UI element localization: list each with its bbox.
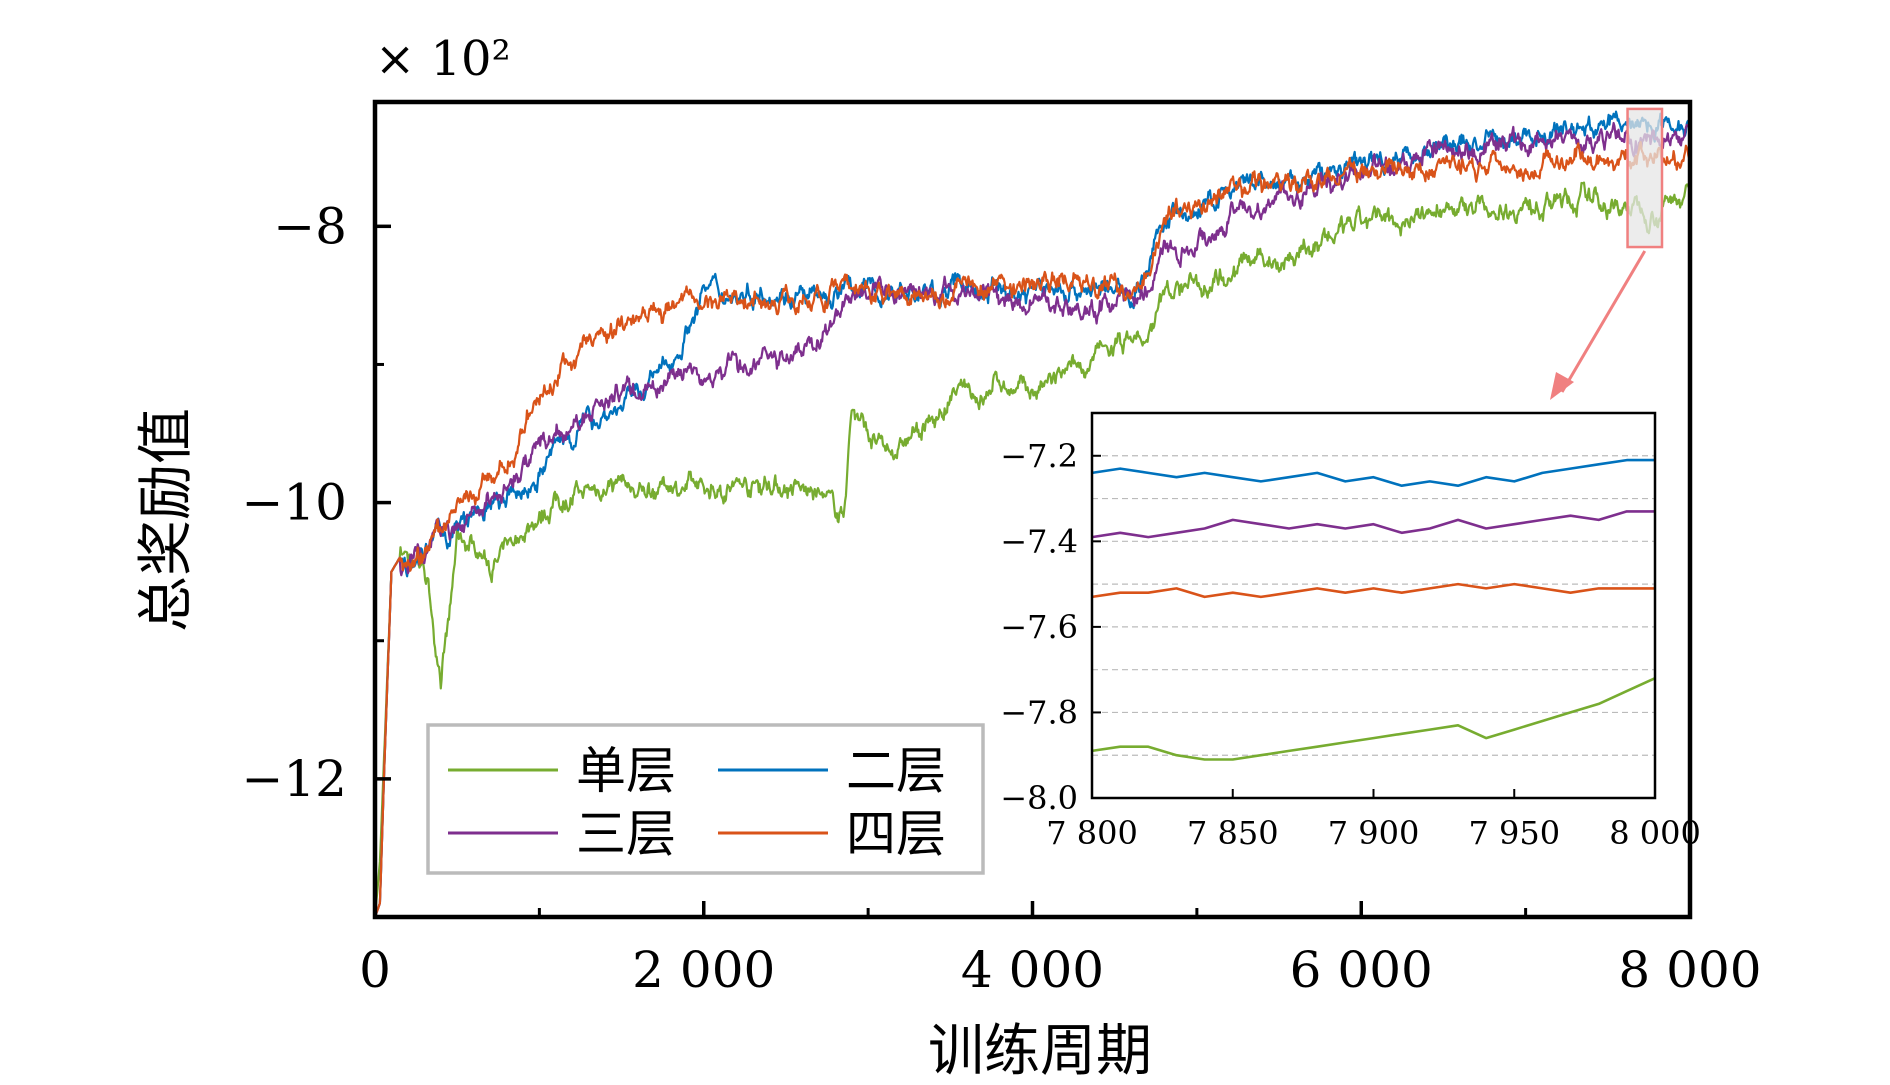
zoom-region-box <box>1626 107 1664 249</box>
x-tick-label: 2 000 <box>632 941 775 999</box>
x-tick-label: 8 000 <box>1618 941 1761 999</box>
y-tick-label: −8.0 <box>1000 779 1078 817</box>
x-tick-label: 8 000 <box>1609 814 1701 852</box>
series-line-3 <box>1091 510 1655 539</box>
x-axis-title: 训练周期 <box>928 1019 1152 1084</box>
y-axis-title: 总奖励值 <box>134 408 199 632</box>
legend-box <box>426 723 985 875</box>
y-tick-label: −7.2 <box>1000 437 1078 475</box>
y-tick-label: −7.8 <box>1000 693 1078 731</box>
series-line-3 <box>373 121 1691 918</box>
main-plot: 0 2 000 4 000 6 000 8 000 −8 −10 −12 <box>241 99 1762 999</box>
x-tick-label: 6 000 <box>1290 941 1433 999</box>
x-tick-label: 7 950 <box>1468 814 1560 852</box>
x-tick-label: 0 <box>359 941 391 999</box>
y-tick-label: −7.4 <box>1000 522 1078 560</box>
zoom-arrow <box>1550 250 1647 400</box>
y-tick-label: −8 <box>273 197 347 255</box>
inset-plot: 7 800 7 850 7 900 7 950 8 000 −7.2 −7.4 −7.6 −7.… <box>1000 411 1701 852</box>
legend-label: 二层 <box>846 742 946 800</box>
series-line-4 <box>1091 582 1655 599</box>
x-tick-label: 7 900 <box>1328 814 1420 852</box>
series-line-1 <box>1091 677 1656 761</box>
y-tick-label: −10 <box>241 474 347 532</box>
legend-label: 三层 <box>576 805 676 863</box>
y-tick-label: −12 <box>241 750 347 808</box>
series-line-1 <box>373 181 1692 918</box>
series-line-2 <box>1091 458 1655 487</box>
x-tick-label: 7 850 <box>1187 814 1279 852</box>
legend-label: 单层 <box>576 742 676 800</box>
x-tick-label: 7 800 <box>1046 814 1138 852</box>
legend-label: 四层 <box>846 805 946 863</box>
x-tick-label: 4 000 <box>961 941 1104 999</box>
series-line-4 <box>373 141 1692 918</box>
y-tick-label: −7.6 <box>1000 608 1078 646</box>
y-multiplier-label: × 10² <box>375 31 511 87</box>
